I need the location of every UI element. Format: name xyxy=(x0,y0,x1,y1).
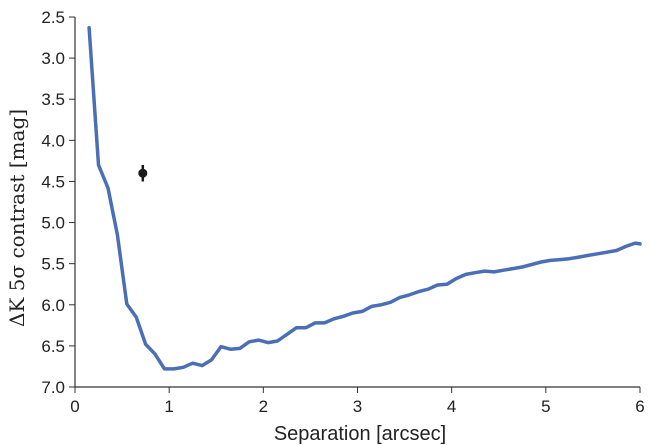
x-tick-label: 6 xyxy=(635,397,644,416)
y-tick-label: 3.0 xyxy=(41,49,65,68)
y-tick-label: 7.0 xyxy=(41,378,65,397)
y-tick-label: 5.0 xyxy=(41,214,65,233)
series-layer xyxy=(87,25,642,371)
axes xyxy=(74,17,640,388)
y-tick-label: 3.5 xyxy=(41,90,65,109)
x-axis-label: Separation [arcsec] xyxy=(274,423,446,445)
x-axis-ticks: 0 1 2 3 4 5 6 xyxy=(70,387,645,416)
points-layer xyxy=(138,165,148,182)
y-tick-label: 4.0 xyxy=(41,131,65,150)
y-tick-label: 2.5 xyxy=(41,8,65,27)
x-tick-label: 4 xyxy=(447,397,456,416)
y-axis-ticks: 2.5 3.0 3.5 4.0 4.5 5.0 5.5 6.0 6.5 7.0 xyxy=(41,8,75,397)
contrast-curve-line xyxy=(87,25,642,371)
x-tick-label: 1 xyxy=(164,397,173,416)
y-tick-label: 5.5 xyxy=(41,255,65,274)
x-tick-label: 3 xyxy=(353,397,362,416)
companion-point xyxy=(138,168,148,178)
y-tick-label: 6.5 xyxy=(41,337,65,356)
y-axis-label: ΔK 5σ contrast [mag] xyxy=(5,109,29,327)
y-tick-label: 6.0 xyxy=(41,296,65,315)
x-tick-label: 5 xyxy=(541,397,550,416)
x-tick-label: 0 xyxy=(70,397,79,416)
y-tick-label: 4.5 xyxy=(41,172,65,191)
x-tick-label: 2 xyxy=(259,397,268,416)
